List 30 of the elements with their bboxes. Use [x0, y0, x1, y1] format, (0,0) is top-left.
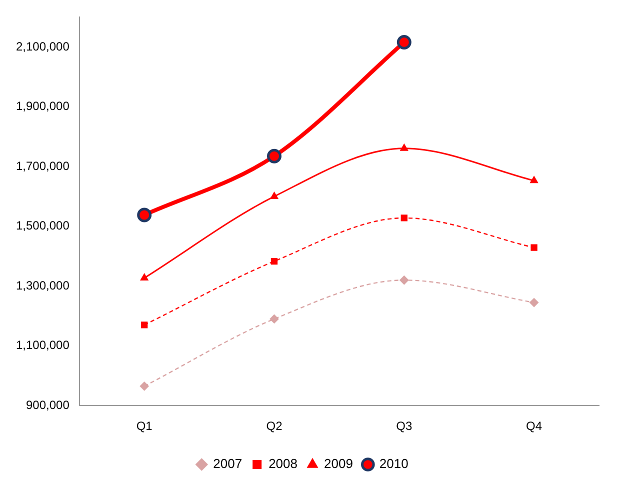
- x-tick-label: Q2: [266, 419, 283, 434]
- y-tick-label: 900,000: [26, 398, 70, 412]
- y-tick-label: 1,900,000: [16, 99, 70, 114]
- point: [396, 35, 412, 50]
- point: [141, 322, 148, 328]
- legend-label: 2010: [379, 456, 408, 472]
- point: [266, 148, 282, 164]
- point: [400, 214, 408, 222]
- y-tick-label: 1,100,000: [16, 338, 70, 352]
- y-tick-label: 1,300,000: [16, 278, 70, 292]
- point: [530, 176, 538, 184]
- point: [140, 382, 149, 391]
- y-tick-label: 1,700,000: [16, 158, 70, 173]
- point: [137, 208, 152, 222]
- point: [400, 144, 408, 151]
- legend-label: 2008: [268, 456, 298, 472]
- point: [530, 298, 539, 308]
- legend-label: 2009: [324, 456, 353, 472]
- y-tick-label: 2,100,000: [16, 39, 70, 54]
- x-tick-label: Q3: [396, 419, 412, 434]
- point: [400, 276, 409, 285]
- point: [270, 258, 278, 265]
- point: [140, 274, 148, 281]
- point: [530, 244, 538, 251]
- x-tick-label: Q4: [526, 419, 542, 434]
- legend-label: 2007: [213, 456, 242, 472]
- point: [270, 192, 278, 199]
- x-tick-label: Q1: [136, 419, 153, 434]
- point: [270, 314, 279, 324]
- y-tick-label: 1,500,000: [16, 218, 70, 233]
